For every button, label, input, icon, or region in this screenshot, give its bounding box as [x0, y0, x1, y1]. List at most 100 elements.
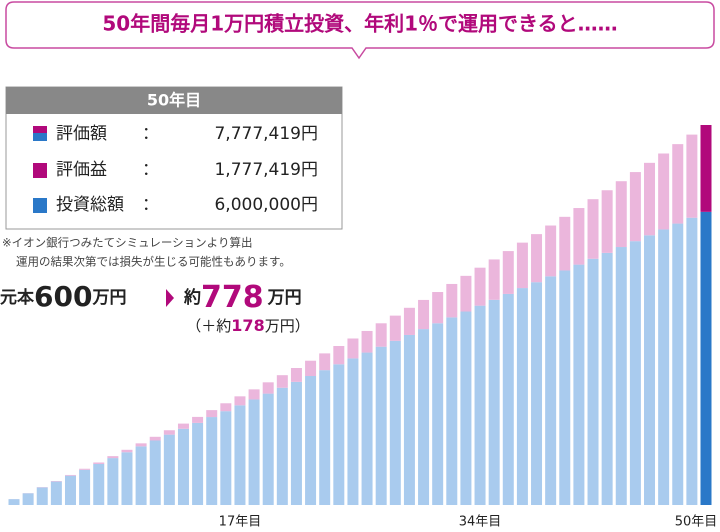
bar-segment	[658, 229, 670, 506]
arrow	[166, 289, 174, 307]
bar-segment	[403, 307, 415, 335]
swatch	[33, 133, 47, 141]
row-label: 投資総額	[56, 195, 124, 215]
bar-segment	[64, 475, 76, 505]
headline-principal: 元本600万円	[0, 280, 126, 313]
bar-segment	[559, 216, 571, 271]
bar-segment	[93, 462, 105, 464]
bar-segment	[361, 330, 373, 353]
bar-segment	[262, 393, 274, 505]
bar-segment	[488, 259, 500, 300]
unit: 万円	[91, 288, 126, 308]
bar-segment	[206, 417, 218, 505]
bar-segment	[474, 267, 486, 306]
headline-gain: （＋約178万円）	[186, 316, 309, 335]
x-tick-label: 34年目	[459, 515, 502, 530]
bar-segment	[149, 436, 161, 441]
callout-text: 50年間毎月1万円積立投資、年利1％で運用できると……	[102, 12, 617, 36]
gain-open: （＋約	[186, 317, 231, 335]
row-value: 7,777,419円	[214, 124, 318, 144]
row-value: 1,777,419円	[214, 160, 318, 180]
bar-segment	[347, 358, 359, 505]
bar-segment	[319, 353, 331, 371]
bar-segment	[658, 153, 670, 230]
bar-segment	[276, 387, 288, 505]
bar-segment	[163, 430, 175, 435]
bar-segment	[615, 247, 627, 505]
row-separator: ：	[142, 160, 159, 180]
summary-header	[6, 87, 342, 114]
bar-segment	[220, 411, 232, 505]
bar-segment	[432, 323, 444, 505]
bar-segment	[502, 293, 514, 505]
bar-segment	[375, 346, 387, 505]
bar-segment	[587, 258, 599, 505]
row-separator: ：	[142, 195, 159, 215]
bar-segment	[163, 434, 175, 505]
bar-segment	[531, 234, 543, 283]
bar-segment	[446, 283, 458, 318]
bar-segment	[644, 162, 656, 236]
gain-number: 178	[231, 316, 264, 335]
note: ※イオン銀行つみたてシミュレーションより算出	[2, 236, 252, 250]
bar-segment	[601, 190, 613, 253]
summary-title: 50年目	[147, 91, 201, 110]
bar-segment	[22, 493, 34, 505]
bar-segment	[206, 410, 218, 418]
bar-segment	[107, 456, 119, 459]
bar-segment	[573, 264, 585, 505]
x-tick-label: 50年目	[675, 515, 718, 530]
bar-segment	[474, 305, 486, 505]
bar-segment	[531, 282, 543, 505]
bar-segment	[50, 481, 62, 505]
gain-close: 万円）	[265, 317, 310, 335]
number: 778	[201, 280, 264, 315]
swatch	[33, 198, 47, 213]
bar-segment	[36, 487, 48, 505]
bar-segment	[573, 208, 585, 265]
bar-segment	[700, 125, 712, 212]
bar-segment	[262, 382, 274, 394]
bar-segment	[79, 469, 91, 505]
bar-segment	[93, 463, 105, 505]
bar-segment	[545, 276, 557, 505]
bar-segment	[686, 217, 698, 506]
bar-segment	[248, 399, 260, 505]
x-tick-label: 17年目	[219, 515, 262, 530]
approx: 約	[183, 287, 201, 308]
bar-segment	[375, 323, 387, 347]
bar-segment	[8, 499, 20, 505]
bar-segment	[403, 334, 415, 505]
number: 600	[34, 280, 92, 313]
bar-segment	[488, 299, 500, 505]
bar-segment	[290, 367, 302, 382]
bar-segment	[460, 275, 472, 312]
bar-segment	[672, 144, 684, 224]
bar-segment	[686, 134, 698, 218]
bar-segment	[389, 315, 401, 341]
bar-segment	[319, 370, 331, 505]
bar-segment	[135, 443, 147, 447]
bar-segment	[347, 338, 359, 359]
bar-segment	[220, 403, 232, 412]
bar-segment	[107, 458, 119, 505]
bar-segment	[545, 225, 557, 277]
bar-segment	[516, 288, 528, 505]
bar-segment	[135, 446, 147, 505]
bar-segment	[290, 381, 302, 505]
bar-segment	[192, 416, 204, 423]
bar-segment	[361, 352, 373, 505]
swatches	[33, 126, 47, 213]
bar-segment	[615, 181, 627, 248]
bar-segment	[700, 211, 712, 505]
bar-segment	[64, 474, 76, 476]
bar-segment	[192, 422, 204, 505]
bar-segment	[446, 317, 458, 505]
bar-segment	[418, 329, 430, 505]
row-separator: ：	[142, 124, 159, 144]
bar-segment	[516, 242, 528, 289]
bar-segment	[587, 199, 599, 259]
bar-segment	[177, 428, 189, 505]
bar-segment	[234, 396, 246, 406]
